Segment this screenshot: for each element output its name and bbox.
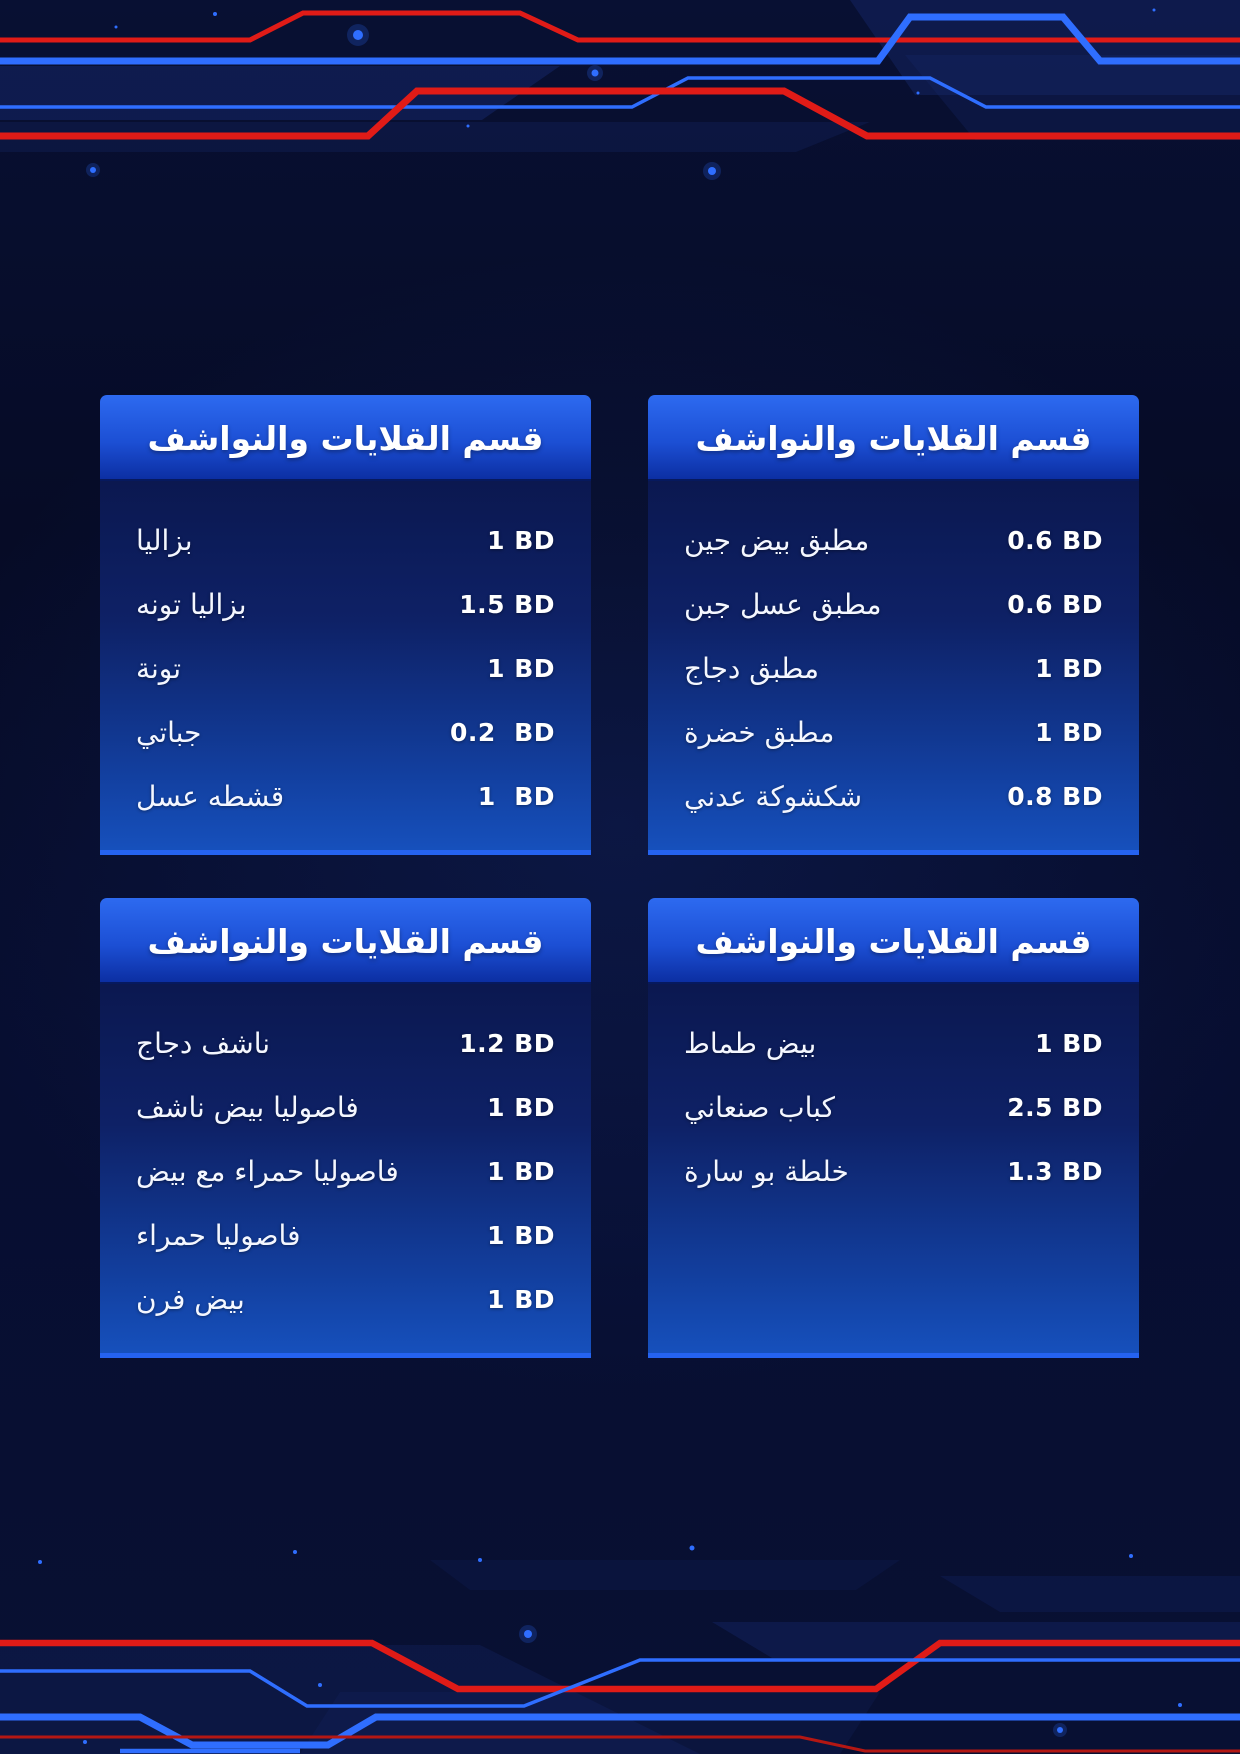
item-price: 1.2 BD xyxy=(459,1028,555,1058)
item-name: خلطة بو سارة xyxy=(684,1154,849,1188)
item-price: 1 BD xyxy=(1035,653,1103,683)
item-name: ناشف دجاج xyxy=(136,1026,271,1060)
section-items: مطبق بيض جين 0.6 BD مطبق عسل جبن 0.6 BD … xyxy=(648,481,1139,850)
menu-item-row: جباتي 0.2 BD xyxy=(100,700,591,764)
item-price: 1 BD xyxy=(1035,1028,1103,1058)
menu-item-row: مطبق خضرة 1 BD xyxy=(648,700,1139,764)
circuit-lines-top xyxy=(0,10,1240,140)
menu-item-row: ناشف دجاج 1.2 BD xyxy=(100,1011,591,1075)
section-header: قسم القلايات والنواشف xyxy=(100,898,591,984)
menu-item-row: شكشوكة عدني 0.8 BD xyxy=(648,764,1139,828)
glow-dots xyxy=(38,8,1182,1744)
item-price: 1 BD xyxy=(487,653,555,683)
section-title: قسم القلايات والنواشف xyxy=(147,921,544,961)
menu-item-row: مطبق دجاج 1 BD xyxy=(648,636,1139,700)
section-title: قسم القلايات والنواشف xyxy=(147,418,544,458)
item-price: 0.6 BD xyxy=(1007,525,1103,555)
item-name: بزاليا تونه xyxy=(136,587,247,621)
menu-section-bottom-right: قسم القلايات والنواشف بيض طماط 1 BD كباب… xyxy=(648,898,1139,1358)
item-price: 1 BD xyxy=(477,781,555,811)
section-title: قسم القلايات والنواشف xyxy=(695,921,1092,961)
item-name: فاصوليا حمراء xyxy=(136,1218,301,1252)
item-name: مطبق عسل جبن xyxy=(684,587,882,621)
item-price: 1 BD xyxy=(487,1092,555,1122)
menu-item-row: فاصوليا بيض ناشف 1 BD xyxy=(100,1075,591,1139)
menu-item-row: بزاليا تونه 1.5 BD xyxy=(100,572,591,636)
section-header: قسم القلايات والنواشف xyxy=(100,395,591,481)
menu-item-row: فاصوليا حمراء مع بيض 1 BD xyxy=(100,1139,591,1203)
item-price: 0.2 BD xyxy=(449,717,555,747)
item-price: 1 BD xyxy=(1035,717,1103,747)
circuit-lines-bottom xyxy=(0,1639,1240,1754)
item-name: بزاليا xyxy=(136,523,193,557)
item-name: بيض فرن xyxy=(136,1282,245,1316)
item-name: فاصوليا حمراء مع بيض xyxy=(136,1154,399,1188)
item-name: مطبق بيض جين xyxy=(684,523,870,557)
item-name: مطبق خضرة xyxy=(684,715,835,749)
item-name: مطبق دجاج xyxy=(684,651,820,685)
menu-item-row: كباب صنعاني 2.5 BD xyxy=(648,1075,1139,1139)
item-price: 1 BD xyxy=(487,1220,555,1250)
menu-section-top-left: قسم القلايات والنواشف بزاليا 1 BD بزاليا… xyxy=(100,395,591,855)
item-price: 1 BD xyxy=(487,1284,555,1314)
item-price: 1 BD xyxy=(487,1156,555,1186)
item-price: 2.5 BD xyxy=(1007,1092,1103,1122)
menu-item-row: خلطة بو سارة 1.3 BD xyxy=(648,1139,1139,1203)
menu-item-row: بيض طماط 1 BD xyxy=(648,1011,1139,1075)
section-header: قسم القلايات والنواشف xyxy=(648,898,1139,984)
item-name: تونة xyxy=(136,651,182,685)
item-price: 1 BD xyxy=(487,525,555,555)
menu-item-row: مطبق بيض جين 0.6 BD xyxy=(648,508,1139,572)
section-header: قسم القلايات والنواشف xyxy=(648,395,1139,481)
menu-item-row: فاصوليا حمراء 1 BD xyxy=(100,1203,591,1267)
menu-item-row: قشطه عسل 1 BD xyxy=(100,764,591,828)
menu-section-bottom-left: قسم القلايات والنواشف ناشف دجاج 1.2 BD ف… xyxy=(100,898,591,1358)
section-items: بيض طماط 1 BD كباب صنعاني 2.5 BD خلطة بو… xyxy=(648,984,1139,1353)
item-price: 0.8 BD xyxy=(1007,781,1103,811)
item-name: قشطه عسل xyxy=(136,779,285,813)
section-items: بزاليا 1 BD بزاليا تونه 1.5 BD تونة 1 BD… xyxy=(100,481,591,850)
item-name: شكشوكة عدني xyxy=(684,779,863,813)
menu-section-top-right: قسم القلايات والنواشف مطبق بيض جين 0.6 B… xyxy=(648,395,1139,855)
section-title: قسم القلايات والنواشف xyxy=(695,418,1092,458)
menu-item-row: بيض فرن 1 BD xyxy=(100,1267,591,1331)
item-price: 0.6 BD xyxy=(1007,589,1103,619)
item-name: بيض طماط xyxy=(684,1026,817,1060)
item-price: 1.3 BD xyxy=(1007,1156,1103,1186)
item-price: 1.5 BD xyxy=(459,589,555,619)
section-items: ناشف دجاج 1.2 BD فاصوليا بيض ناشف 1 BD ف… xyxy=(100,984,591,1353)
menu-item-row: بزاليا 1 BD xyxy=(100,508,591,572)
menu-item-row: تونة 1 BD xyxy=(100,636,591,700)
item-name: جباتي xyxy=(136,715,202,749)
item-name: كباب صنعاني xyxy=(684,1090,835,1124)
menu-item-row: مطبق عسل جبن 0.6 BD xyxy=(648,572,1139,636)
item-name: فاصوليا بيض ناشف xyxy=(136,1090,359,1124)
